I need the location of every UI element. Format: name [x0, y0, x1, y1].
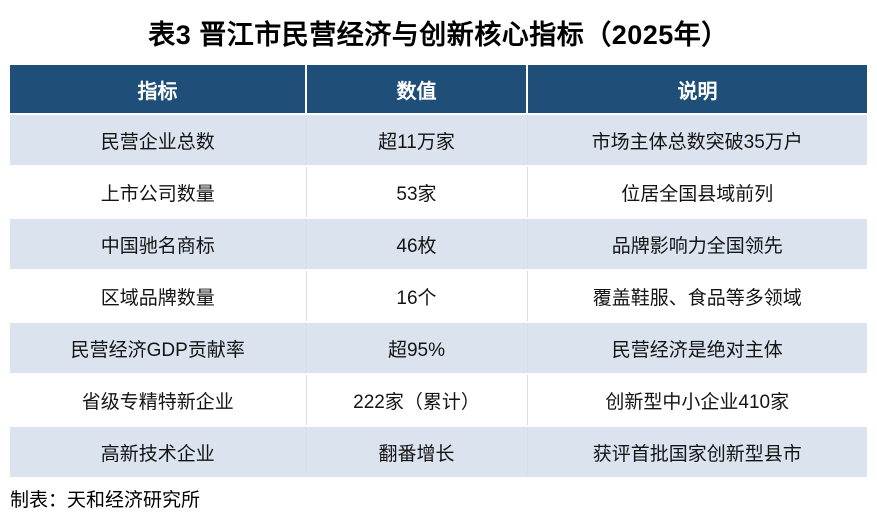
table-row: 民营经济GDP贡献率 超95% 民营经济是绝对主体 [10, 321, 867, 375]
indicator-cell: 上市公司数量 [10, 165, 307, 219]
description-cell: 位居全国县域前列 [526, 165, 867, 219]
table-row: 高新技术企业 翻番增长 获评首批国家创新型县市 [10, 425, 867, 479]
description-cell: 覆盖鞋服、食品等多领域 [526, 269, 867, 323]
description-cell: 民营经济是绝对主体 [526, 321, 867, 375]
value-cell: 16个 [305, 269, 528, 323]
table-credit: 制表：天和经济研究所 [10, 490, 201, 511]
header-cell-indicator: 指标 [10, 63, 307, 115]
indicator-cell: 高新技术企业 [10, 425, 307, 479]
table-header-row: 指标 数值 说明 [10, 63, 867, 115]
table-row: 上市公司数量 53家 位居全国县域前列 [10, 165, 867, 219]
table-row: 区域品牌数量 16个 覆盖鞋服、食品等多领域 [10, 269, 867, 323]
indicator-cell: 区域品牌数量 [10, 269, 307, 323]
header-cell-value: 数值 [305, 63, 528, 115]
header-cell-description: 说明 [526, 63, 867, 115]
table-row: 民营企业总数 超11万家 市场主体总数突破35万户 [10, 113, 867, 167]
description-cell: 品牌影响力全国领先 [526, 217, 867, 271]
page-title: 表3 晋江市民营经济与创新核心指标（2025年） [148, 20, 729, 50]
indicator-cell: 民营经济GDP贡献率 [10, 321, 307, 375]
description-cell: 市场主体总数突破35万户 [526, 113, 867, 167]
value-cell: 46枚 [305, 217, 528, 271]
description-cell: 创新型中小企业410家 [526, 373, 867, 427]
indicator-cell: 省级专精特新企业 [10, 373, 307, 427]
value-cell: 超95% [305, 321, 528, 375]
value-cell: 53家 [305, 165, 528, 219]
table-row: 省级专精特新企业 222家（累计） 创新型中小企业410家 [10, 373, 867, 427]
indicator-cell: 民营企业总数 [10, 113, 307, 167]
table-row: 中国驰名商标 46枚 品牌影响力全国领先 [10, 217, 867, 271]
description-cell: 获评首批国家创新型县市 [526, 425, 867, 479]
value-cell: 222家（累计） [305, 373, 528, 427]
value-cell: 翻番增长 [305, 425, 528, 479]
value-cell: 超11万家 [305, 113, 528, 167]
indicator-table: 指标 数值 说明 民营企业总数 超11万家 市场主体总数突破35万户 上市公司数… [10, 63, 867, 479]
indicator-cell: 中国驰名商标 [10, 217, 307, 271]
